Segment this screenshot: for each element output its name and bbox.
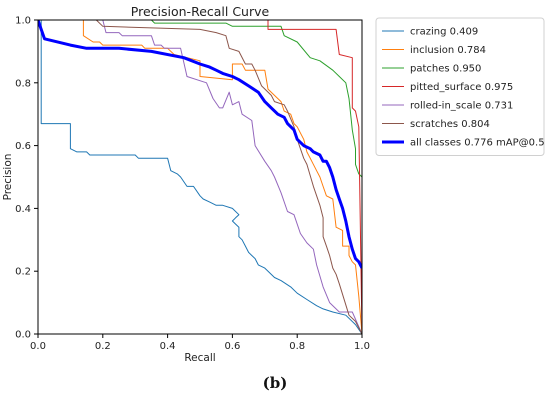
- y-tick-label: 1.0: [15, 16, 31, 27]
- series-line-1: [82, 20, 362, 334]
- y-axis-label: Precision: [2, 154, 14, 201]
- series-line-0: [38, 20, 362, 334]
- legend-box: [375, 17, 545, 156]
- series-group: [38, 20, 362, 334]
- x-tick-label: 0.8: [289, 341, 305, 352]
- legend-label: rolled-in_scale 0.731: [410, 101, 513, 112]
- y-tick-label: 0.2: [15, 267, 31, 278]
- y-tick-label: 0.4: [15, 204, 31, 215]
- legend-label: all classes 0.776 mAP@0.5: [410, 138, 545, 149]
- series-line-2: [151, 20, 362, 334]
- legend: crazing 0.409 inclusion 0.784 patches 0.95…: [375, 17, 545, 156]
- plot-area: [37, 19, 363, 335]
- series-line-5: [95, 20, 362, 334]
- legend-label: crazing 0.409: [410, 27, 478, 38]
- y-tick-label: 0.8: [15, 78, 31, 89]
- y-tick-label: 0.0: [15, 330, 31, 341]
- chart-title: Precision-Recall Curve: [131, 4, 270, 19]
- x-tick-label: 0.0: [30, 341, 46, 352]
- x-tick-label: 0.6: [224, 341, 240, 352]
- legend-label: scratches 0.804: [410, 119, 490, 130]
- series-line-6: [38, 20, 362, 269]
- legend-label: patches 0.950: [410, 64, 481, 75]
- series-line-3: [267, 20, 362, 334]
- x-tick-label: 0.2: [95, 341, 111, 352]
- x-axis-label: Recall: [184, 352, 215, 364]
- figure-caption: (b): [262, 374, 288, 392]
- y-tick-label: 0.6: [15, 141, 31, 152]
- x-tick-label: 0.4: [160, 341, 176, 352]
- x-tick-label: 1.0: [354, 341, 370, 352]
- plot-frame: [37, 19, 363, 335]
- axis-ticks: 0.0 0.2 0.4 0.6 0.8 1.0 0.0 0.2 0.4 0.6 0.8 1.0: [15, 16, 370, 353]
- legend-label: inclusion 0.784: [410, 45, 486, 56]
- legend-label: pitted_surface 0.975: [410, 82, 513, 93]
- series-line-4: [102, 20, 362, 334]
